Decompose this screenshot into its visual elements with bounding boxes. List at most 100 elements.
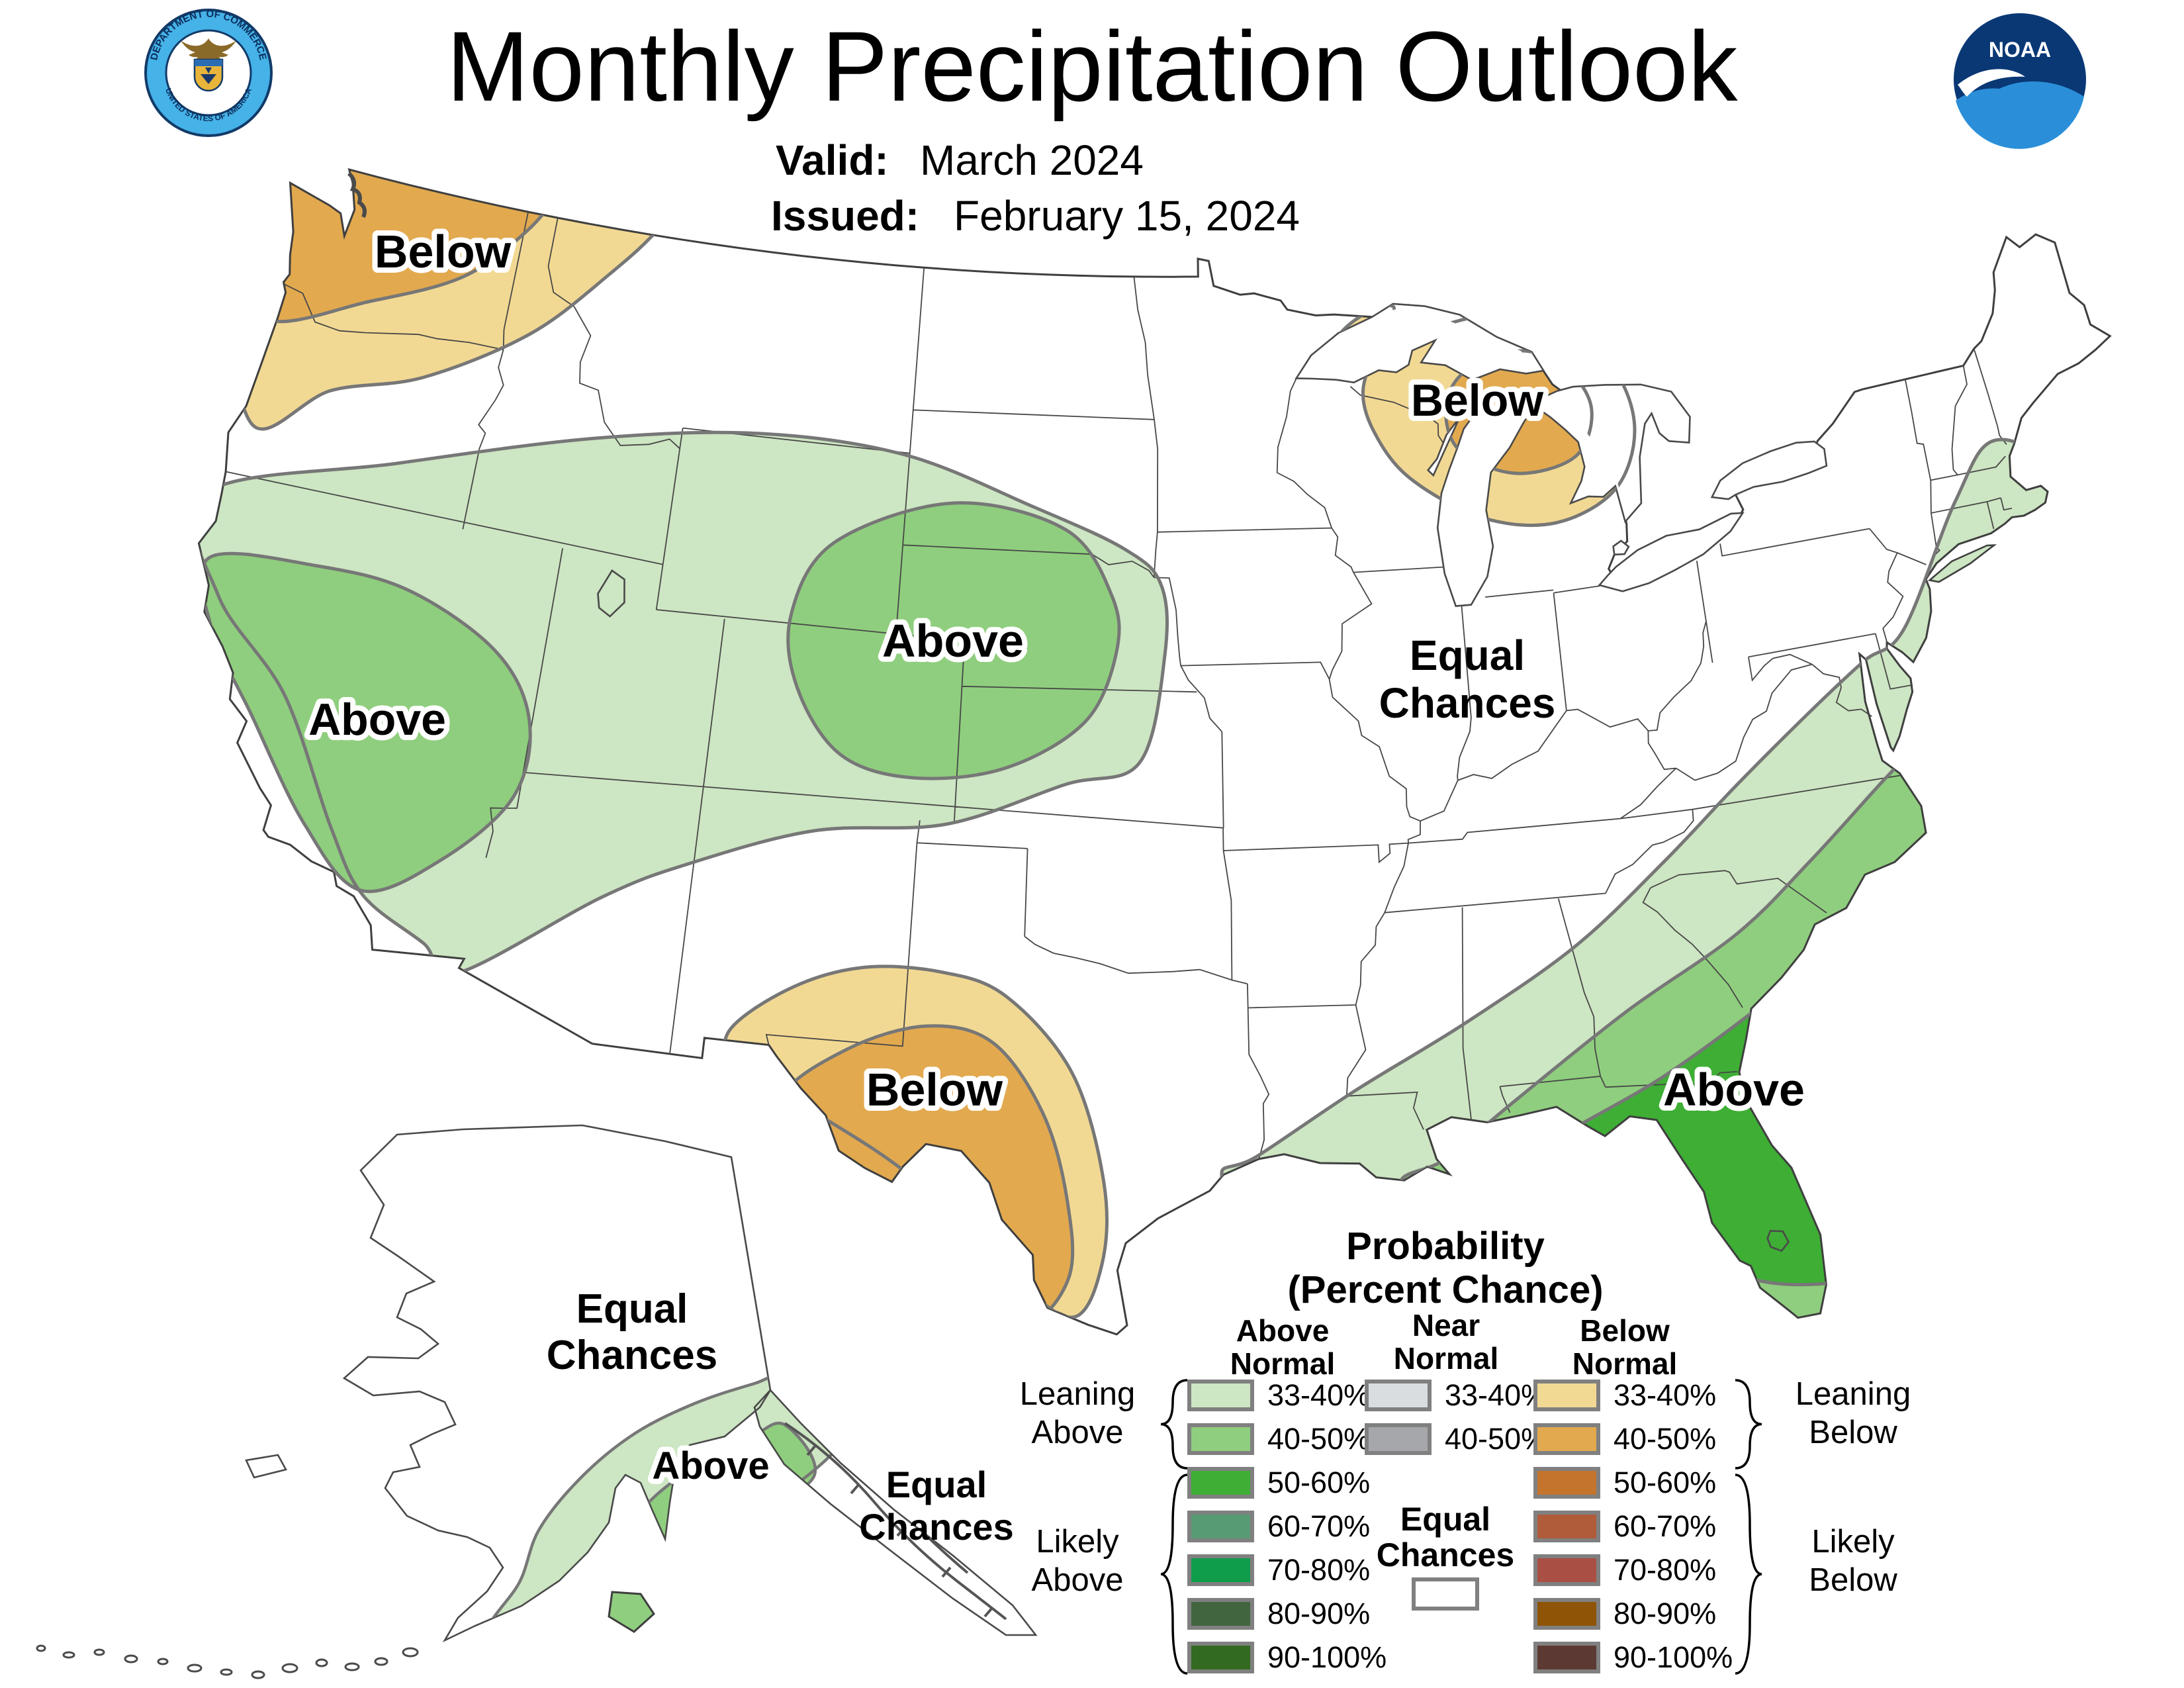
leaning-above-label-1: Leaning	[1020, 1376, 1135, 1412]
label-equal-chances-midwest-1: Equal	[1410, 632, 1525, 679]
label-equal-chances-alaska-1: Equal	[576, 1286, 688, 1332]
kodiak-island	[608, 1591, 655, 1633]
region-outline	[199, 430, 1169, 976]
lake-erie	[1598, 512, 1745, 592]
legend-swatch-below_60	[1533, 1511, 1600, 1542]
legend-range-label: 33-40%	[1445, 1378, 1547, 1412]
issued-label: Issued:	[771, 192, 919, 240]
likely-below-label-2: Below	[1809, 1562, 1897, 1598]
legend-range-label: 60-70%	[1614, 1509, 1716, 1543]
puget-sound-detail	[347, 171, 367, 218]
legend-swatch-below_90	[1533, 1642, 1600, 1673]
legend-col-above-1: Above	[1236, 1313, 1330, 1348]
legend-swatch-above_33	[1187, 1380, 1254, 1411]
alaska-inset	[36, 1124, 1038, 1679]
doc-eagle-icon	[181, 38, 236, 92]
legend-range-label: 90-100%	[1614, 1640, 1733, 1674]
equal-chances-swatch	[1412, 1577, 1479, 1611]
label-below-texas: Below	[866, 1064, 1003, 1115]
likely-below-label-1: Likely	[1811, 1524, 1895, 1560]
label-above-alaska: Above	[652, 1444, 769, 1487]
department-of-commerce-seal: DEPARTMENT OF COMMERCE UNITED STATES OF …	[144, 9, 273, 137]
legend-swatch-above_70	[1187, 1554, 1254, 1586]
likely-below-brace	[1735, 1474, 1762, 1675]
label-equal-chances-seak-1: Equal	[886, 1464, 987, 1505]
label-above-southeast: Above	[1663, 1064, 1805, 1115]
legend-range-label: 60-70%	[1267, 1509, 1370, 1543]
aleutian-islands	[36, 1644, 419, 1679]
legend-col-below-1: Below	[1580, 1313, 1670, 1348]
valid-value: March 2024	[920, 136, 1144, 184]
legend-range-label: 40-50%	[1267, 1422, 1370, 1456]
likely-above-label-2: Above	[1032, 1562, 1124, 1598]
label-below-greatlakes: Below	[1411, 375, 1544, 426]
leaning-above-brace	[1160, 1379, 1188, 1470]
equal-chances-label-2: Chances	[1377, 1536, 1514, 1573]
legend-swatch-below_50	[1533, 1467, 1600, 1499]
legend-swatch-above_50	[1187, 1467, 1254, 1499]
legend-col-below-2: Normal	[1572, 1346, 1677, 1381]
page-title: Monthly Precipitation Outlook	[447, 11, 1739, 122]
legend-braces	[1160, 1379, 1762, 1675]
legend-title-2: (Percent Chance)	[1287, 1268, 1603, 1311]
lake-okeechobee	[1766, 1230, 1790, 1252]
region-outline	[199, 551, 532, 893]
issued-value: February 15, 2024	[954, 192, 1300, 240]
long-island-outline	[1927, 544, 1997, 583]
label-equal-chances-midwest-2: Chances	[1379, 679, 1556, 727]
national-outline	[197, 167, 2112, 1336]
region-fill	[201, 553, 531, 892]
alaska-outline	[342, 1124, 772, 1643]
legend-col-near-2: Normal	[1394, 1341, 1498, 1376]
region-outline	[1220, 438, 2111, 1335]
legend-range-label: 70-80%	[1267, 1553, 1370, 1587]
svg-text:NOAA: NOAA	[1989, 38, 2051, 62]
legend-range-label: 90-100%	[1267, 1640, 1387, 1674]
region-fill	[788, 502, 1120, 779]
legend: Probability (Percent Chance) Above Norma…	[1020, 1225, 1911, 1675]
likely-above-brace	[1160, 1474, 1188, 1675]
leaning-below-label-1: Leaning	[1796, 1376, 1911, 1412]
noaa-logo: NOAA	[1954, 13, 2086, 149]
legend-swatch-near_33	[1365, 1380, 1432, 1411]
legend-range-label: 80-90%	[1267, 1597, 1370, 1630]
lake-huron	[1533, 383, 1691, 524]
legend-range-label: 33-40%	[1614, 1378, 1716, 1412]
legend-swatch-below_33	[1533, 1380, 1600, 1411]
legend-swatch-above_80	[1187, 1598, 1254, 1630]
legend-range-label: 40-50%	[1614, 1422, 1716, 1456]
state-borders	[225, 211, 2013, 1158]
label-equal-chances-alaska-2: Chances	[547, 1333, 717, 1378]
lake-ontario	[1710, 440, 1828, 500]
region-outline	[251, 169, 578, 324]
alaska-panhandle	[753, 1389, 1038, 1636]
likely-above-label-1: Likely	[1036, 1524, 1119, 1560]
legend-swatch-above_40	[1187, 1423, 1254, 1455]
legend-swatch-below_80	[1533, 1598, 1600, 1630]
region-outline	[723, 964, 1109, 1319]
legend-range-label: 50-60%	[1267, 1466, 1370, 1499]
legend-col-above-2: Normal	[1230, 1346, 1335, 1381]
region-outline	[786, 501, 1121, 780]
equal-chances-label-1: Equal	[1400, 1501, 1490, 1538]
leaning-below-label-2: Below	[1809, 1415, 1897, 1450]
legend-range-label: 80-90%	[1614, 1597, 1716, 1630]
legend-rows: 33-40% 40-50% 50-60% 60-70% 70-80% 80-90% 90-1…	[1187, 1378, 1733, 1674]
lake-salt_lake	[597, 569, 625, 618]
st-lawrence-island	[245, 1454, 287, 1479]
label-below-pnw: Below	[375, 226, 512, 277]
legend-col-near-1: Near	[1412, 1308, 1480, 1342]
label-above-plains: Above	[882, 615, 1024, 667]
label-above-west: Above	[308, 694, 446, 745]
legend-swatch-near_40	[1365, 1423, 1432, 1455]
lake-green_bay	[1426, 416, 1461, 477]
legend-range-label: 50-60%	[1614, 1466, 1716, 1499]
map-labels: Below Below Above Above Equal Chances Be…	[303, 220, 1810, 1548]
legend-range-label: 40-50%	[1445, 1422, 1547, 1456]
legend-swatch-below_70	[1533, 1554, 1600, 1586]
legend-range-label: 70-80%	[1614, 1553, 1716, 1587]
leaning-above-label-2: Above	[1032, 1415, 1124, 1450]
lake-st_clair	[1612, 539, 1630, 556]
valid-label: Valid:	[776, 136, 889, 184]
